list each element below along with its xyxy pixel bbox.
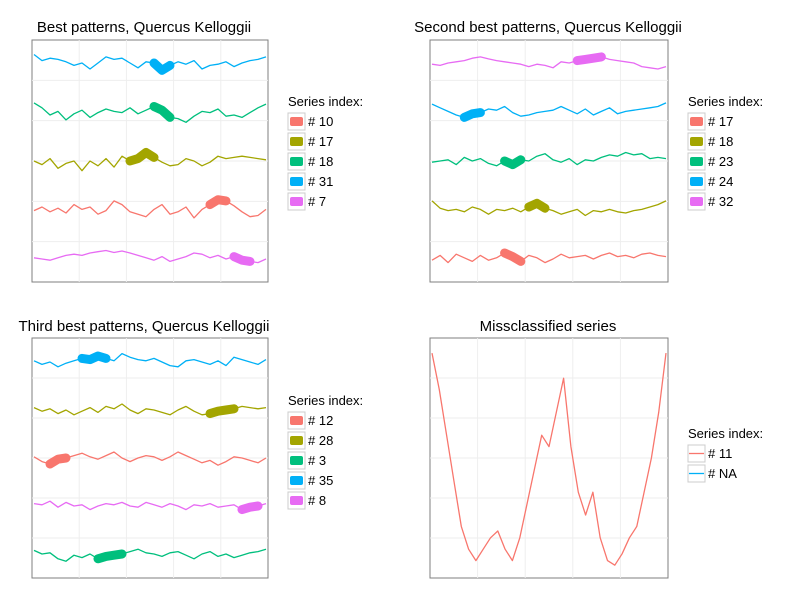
series-line <box>33 352 267 368</box>
legend: Series index: # 11 # NA <box>687 426 763 483</box>
legend-label: # 18 <box>308 154 333 169</box>
legend-label: # 10 <box>308 114 333 129</box>
legend-swatch <box>690 137 703 146</box>
legend-title: Series index: <box>288 94 363 109</box>
chart-title: Third best patterns, Quercus Kelloggii <box>19 318 270 335</box>
legend-swatch <box>690 117 703 126</box>
pattern-highlight <box>459 108 485 122</box>
series-line <box>431 56 667 70</box>
legend-swatch <box>290 197 303 206</box>
legend-label: # 23 <box>708 154 733 169</box>
legend: Series index: # 17 # 18 # 23 # 24 # 32 <box>687 94 763 211</box>
legend-label: # 18 <box>708 134 733 149</box>
legend-swatch <box>690 157 703 166</box>
pattern-highlight <box>45 453 71 469</box>
legend-swatch <box>290 177 303 186</box>
pattern-highlight <box>93 549 127 564</box>
legend-label: # 28 <box>308 433 333 448</box>
series-line <box>33 500 267 511</box>
legend-title: Series index: <box>288 393 363 408</box>
pattern-highlight <box>205 404 239 419</box>
pattern-highlight <box>524 198 550 213</box>
legend-swatch <box>290 436 303 445</box>
series-line <box>431 252 667 264</box>
legend-label: # 7 <box>308 194 326 209</box>
legend-label: # 31 <box>308 174 333 189</box>
legend: Series index: # 10 # 17 # 18 # 31 # 7 <box>287 94 363 211</box>
legend-label: # NA <box>708 466 737 481</box>
legend-title: Series index: <box>688 94 763 109</box>
pattern-highlight <box>500 248 526 266</box>
series-line <box>33 451 267 466</box>
legend-swatch <box>290 137 303 146</box>
legend-swatch <box>290 496 303 505</box>
pattern-highlight <box>229 252 255 266</box>
legend-swatch <box>290 117 303 126</box>
legend-label: # 8 <box>308 493 326 508</box>
chart-title: Best patterns, Quercus Kelloggii <box>37 19 251 36</box>
pattern-highlight <box>149 58 175 75</box>
pattern-highlight <box>500 155 526 170</box>
pattern-highlight <box>125 148 159 166</box>
chart-panel-2: Second best patterns, Quercus Kelloggii S… <box>414 19 763 283</box>
legend-swatch <box>290 157 303 166</box>
pattern-highlight <box>77 351 111 365</box>
pattern-highlight <box>237 501 263 515</box>
chart-title: Missclassified series <box>480 318 617 335</box>
pattern-highlight <box>572 52 606 66</box>
legend-title: Series index: <box>688 426 763 441</box>
legend-swatch <box>690 197 703 206</box>
chart-panel-3: Third best patterns, Quercus Kelloggii Se… <box>19 318 363 579</box>
legend-label: # 11 <box>708 446 732 461</box>
legend-swatch <box>290 416 303 425</box>
legend-label: # 17 <box>308 134 333 149</box>
series-line <box>431 352 667 566</box>
series-line <box>33 548 267 562</box>
series-line <box>33 249 267 264</box>
legend-swatch <box>290 476 303 485</box>
pattern-highlight <box>205 195 231 210</box>
pattern-highlight <box>149 102 175 122</box>
legend-label: # 12 <box>308 413 333 428</box>
legend-label: # 3 <box>308 453 326 468</box>
legend-label: # 35 <box>308 473 333 488</box>
chart-panel-4: Missclassified series Series index: # 11 # … <box>429 318 763 579</box>
legend-swatch <box>690 177 703 186</box>
legend-swatch <box>290 456 303 465</box>
chart-title: Second best patterns, Quercus Kelloggii <box>414 19 682 36</box>
grid <box>32 40 268 282</box>
grid <box>430 40 668 282</box>
legend-label: # 24 <box>708 174 733 189</box>
legend-label: # 32 <box>708 194 733 209</box>
grid <box>32 338 268 578</box>
series-line <box>431 151 667 167</box>
chart-panel-1: Best patterns, Quercus Kelloggii Series i… <box>31 19 363 283</box>
legend: Series index: # 12 # 28 # 3 # 35 # 8 <box>287 393 363 510</box>
legend-label: # 17 <box>708 114 733 129</box>
